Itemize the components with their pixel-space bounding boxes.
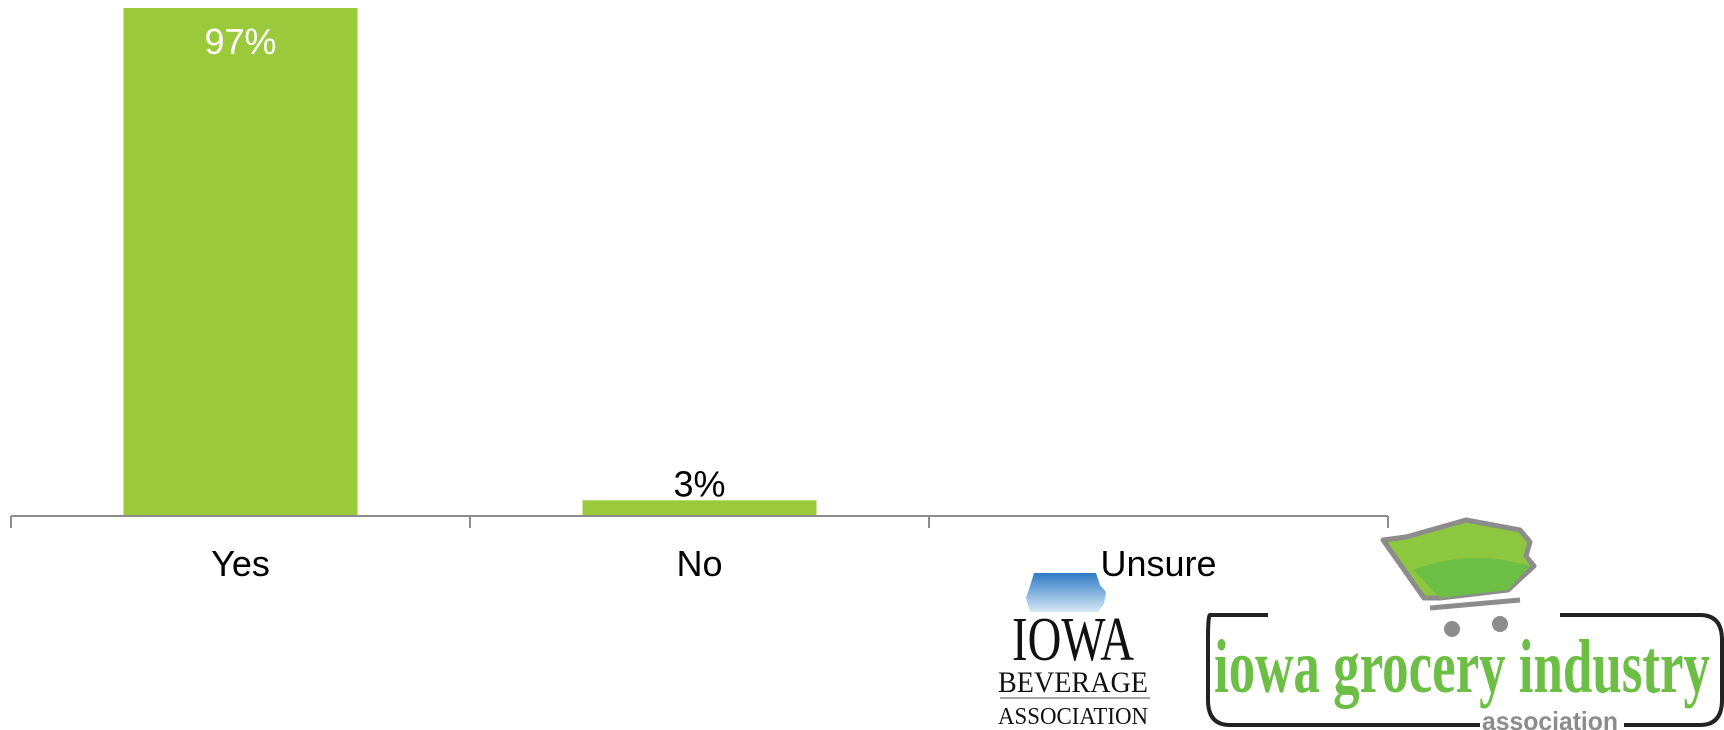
beverage-logo-line2: BEVERAGE bbox=[998, 666, 1148, 699]
beverage-logo-line3: ASSOCIATION bbox=[998, 704, 1148, 730]
bar-no bbox=[582, 500, 817, 516]
x-tick-label-yes: Yes bbox=[211, 543, 270, 584]
bar-yes bbox=[123, 8, 358, 516]
data-label-no: 3% bbox=[673, 463, 725, 504]
grocery-logo-frame bbox=[1206, 613, 1724, 727]
grocery-logo-line1: iowa grocery industry bbox=[1214, 625, 1710, 709]
data-label-yes: 97% bbox=[204, 21, 276, 62]
iowa-state-shape-icon bbox=[1026, 573, 1106, 612]
shopping-cart-icon bbox=[1380, 517, 1537, 637]
iowa-beverage-association-logo: IOWA BEVERAGE ASSOCIATION bbox=[998, 573, 1150, 730]
x-tick-label-unsure: Unsure bbox=[1100, 543, 1216, 584]
iowa-grocery-industry-association-logo: iowa grocery industry association bbox=[1206, 517, 1724, 730]
beverage-logo-line1: IOWA bbox=[1012, 606, 1134, 674]
x-tick-label-no: No bbox=[676, 543, 722, 584]
grocery-logo-line2: association bbox=[1482, 706, 1618, 730]
